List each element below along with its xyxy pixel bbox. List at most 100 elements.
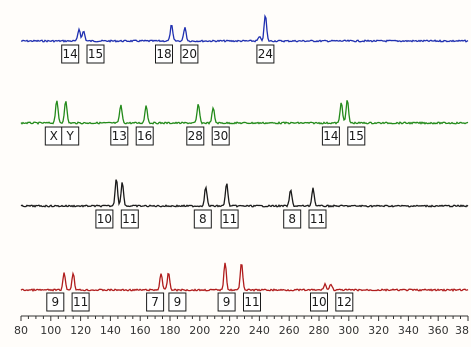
allele-label: 9 — [46, 292, 65, 312]
allele-label-text: 18 — [156, 47, 171, 61]
allele-label-text: 12 — [337, 295, 352, 309]
peak-marker — [121, 181, 123, 183]
allele-label-text: 20 — [182, 47, 197, 61]
allele-label-text: 15 — [88, 47, 103, 61]
peak-marker — [330, 283, 332, 285]
allele-label-text: 28 — [188, 129, 203, 143]
allele-label: Y — [61, 126, 80, 146]
allele-label-text: 30 — [213, 129, 228, 143]
trace-line — [20, 100, 469, 125]
x-tick-label: 100 — [40, 324, 61, 337]
allele-label: 18 — [155, 44, 173, 64]
trace-2 — [20, 99, 469, 125]
allele-label: 7 — [146, 292, 165, 312]
allele-label-box — [46, 292, 65, 312]
allele-label-box — [310, 292, 328, 312]
allele-label-text: 15 — [349, 129, 364, 143]
peak-marker — [63, 272, 65, 274]
allele-label-text: 9 — [51, 295, 59, 309]
allele-label-text: 8 — [199, 212, 207, 226]
allele-label-box — [71, 292, 90, 312]
allele-label-text: 24 — [258, 47, 273, 61]
allele-label-text: Y — [66, 129, 75, 143]
trace-4 — [20, 261, 469, 292]
allele-label: 13 — [110, 126, 129, 146]
trace-3 — [20, 179, 469, 208]
allele-label-text: 16 — [137, 129, 152, 143]
allele-label-box — [110, 126, 129, 146]
x-tick-label: 120 — [70, 324, 91, 337]
x-tick-label: 38 — [455, 324, 469, 337]
peak-marker — [290, 189, 292, 191]
peak-marker — [264, 14, 266, 16]
peak-labels-layer: 14 15 18 20 24 X Y 13 16 28 30 14 15 10 11 8 11 8 11 9 11 7 9 9… — [44, 44, 366, 312]
allele-label-text: 9 — [174, 295, 182, 309]
x-tick-label: 240 — [249, 324, 270, 337]
peak-marker — [205, 186, 207, 188]
peak-marker — [170, 24, 172, 26]
x-tick-label: 280 — [309, 324, 330, 337]
allele-label-box — [283, 209, 302, 229]
allele-label-box — [211, 126, 230, 146]
allele-label-text: 11 — [122, 212, 137, 226]
allele-label-box — [168, 292, 187, 312]
peak-marker — [312, 187, 314, 189]
allele-label: 9 — [217, 292, 236, 312]
peak-marker — [65, 99, 67, 101]
allele-label-text: 10 — [97, 212, 112, 226]
x-tick-label: 180 — [160, 324, 181, 337]
peak-marker — [197, 103, 199, 105]
x-tick-label: 320 — [368, 324, 389, 337]
allele-label: 14 — [61, 44, 80, 64]
x-tick-label: 220 — [219, 324, 240, 337]
allele-label-text: 9 — [223, 295, 231, 309]
allele-label: 11 — [71, 292, 90, 312]
allele-label-box — [321, 126, 340, 146]
allele-label-text: 14 — [63, 47, 78, 61]
allele-label: 8 — [283, 209, 302, 229]
peak-marker — [167, 272, 169, 274]
allele-label-box — [61, 126, 80, 146]
allele-label-text: 11 — [244, 295, 259, 309]
allele-label-box — [135, 126, 154, 146]
trace-line — [20, 13, 469, 43]
peak-marker — [225, 182, 227, 184]
x-tick-label: 200 — [189, 324, 210, 337]
allele-label-text: 14 — [323, 129, 338, 143]
allele-label: 10 — [95, 209, 114, 229]
x-tick-label: 260 — [279, 324, 300, 337]
peak-marker — [82, 30, 84, 32]
x-tick-label: 300 — [338, 324, 359, 337]
peak-marker — [212, 107, 214, 109]
allele-label-text: 13 — [112, 129, 127, 143]
peak-marker — [340, 101, 342, 103]
allele-label-box — [308, 209, 327, 229]
allele-label-text: X — [50, 129, 58, 143]
x-tick-label: 80 — [14, 324, 28, 337]
x-tick-label: 360 — [428, 324, 449, 337]
allele-label-text: 11 — [222, 212, 237, 226]
allele-label-box — [180, 44, 199, 64]
peak-marker — [324, 283, 326, 285]
peak-marker — [78, 28, 80, 30]
peak-marker — [72, 272, 74, 274]
allele-label: 20 — [180, 44, 199, 64]
peak-marker — [240, 261, 242, 263]
allele-label: 15 — [86, 44, 105, 64]
allele-label-text: 8 — [288, 212, 296, 226]
peak-marker — [145, 104, 147, 106]
allele-label: 24 — [256, 44, 275, 64]
allele-label: 11 — [243, 292, 261, 312]
allele-label-box — [220, 209, 239, 229]
allele-label: 11 — [308, 209, 327, 229]
allele-label: 28 — [186, 126, 205, 146]
allele-label-text: 7 — [151, 295, 159, 309]
allele-label: 16 — [135, 126, 154, 146]
peak-marker — [224, 261, 226, 263]
allele-label: 11 — [120, 209, 139, 229]
allele-label: 9 — [168, 292, 187, 312]
trace-1 — [20, 13, 469, 43]
peak-marker — [258, 36, 260, 38]
